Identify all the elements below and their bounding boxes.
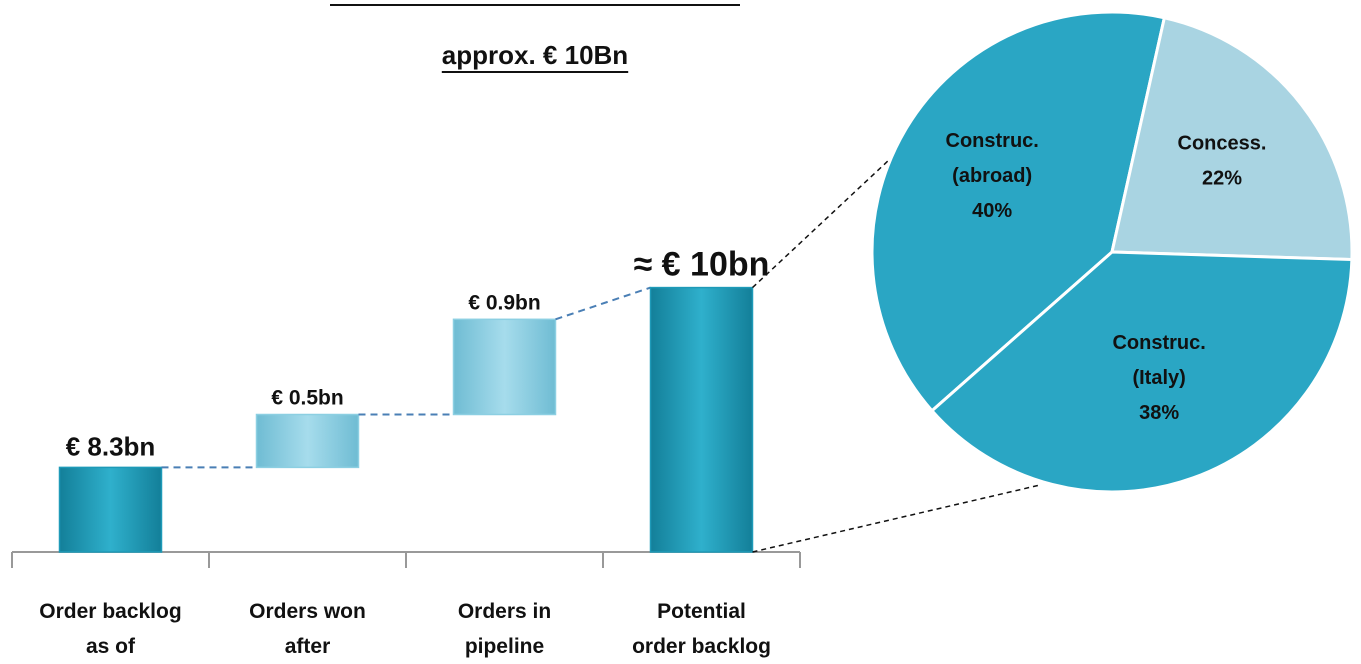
x-tick-label: after (285, 635, 331, 658)
slice-label: Concess. (1178, 133, 1267, 155)
value-label: ≈ € 10bn (634, 246, 770, 284)
x-tick-label: order backlog (632, 635, 771, 658)
connector (555, 286, 651, 321)
x-tick-label: Order backlog (39, 600, 181, 623)
zoom-line (752, 484, 1041, 553)
bar (649, 286, 754, 553)
slice-value-label: 38% (1139, 402, 1179, 424)
bar (255, 413, 360, 469)
x-tick-label: Potential (657, 600, 746, 623)
x-tick-label: Orders in (458, 600, 551, 623)
x-tick-label: as of (86, 635, 136, 658)
pie-slice (870, 10, 1167, 413)
value-label: € 0.5bn (271, 387, 343, 410)
zoom-line (751, 144, 906, 289)
slice-label: (abroad) (952, 165, 1032, 187)
value-label: € 0.9bn (468, 291, 540, 314)
pie-slice (929, 250, 1354, 494)
chart-title: approx. € 10Bn (442, 40, 628, 70)
value-label: € 8.3bn (66, 431, 156, 461)
slice-label: (Italy) (1132, 367, 1185, 389)
bar (452, 318, 557, 416)
slice-label: Construc. (946, 130, 1039, 152)
x-tick-label: pipeline (465, 635, 544, 658)
pie-slice (1110, 15, 1354, 262)
x-tick-label: Orders won (249, 600, 366, 623)
bar (58, 466, 163, 553)
slice-value-label: 40% (972, 200, 1012, 222)
slice-value-label: 22% (1202, 168, 1242, 190)
slice-label: Construc. (1112, 332, 1205, 354)
